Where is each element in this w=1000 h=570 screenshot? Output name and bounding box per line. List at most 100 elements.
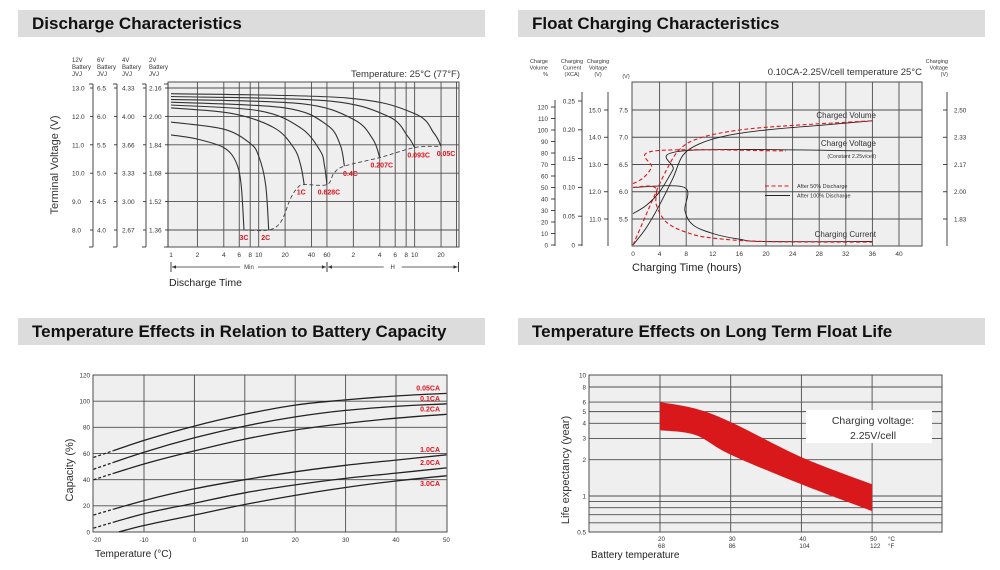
voltage-curve-100 xyxy=(632,149,873,214)
axis-header: Battery xyxy=(149,65,168,71)
y-tick-label: 0 xyxy=(544,242,548,249)
group-label-bg xyxy=(239,263,258,271)
series-label: 0.05CA xyxy=(416,385,440,392)
legend-label: After 50% Discharge xyxy=(797,184,847,190)
arrow-right-icon xyxy=(321,265,326,269)
y-tick-label: 8 xyxy=(582,384,586,391)
y-tick-label: 0.05 xyxy=(563,214,576,221)
x-group-label: Min xyxy=(244,265,254,271)
axis-header: Battery xyxy=(72,65,91,71)
curve-label-volume: Charged Volume xyxy=(816,111,876,120)
x-tick-label: 10 xyxy=(411,252,419,259)
y-tick-label: 5.5 xyxy=(97,142,106,149)
axis-header: 4V xyxy=(122,58,129,64)
y-tick-label: 110 xyxy=(538,116,549,123)
x-tick-label-celsius: 40 xyxy=(799,536,806,543)
discharge-curve-2C xyxy=(170,121,270,231)
axis-header: 2V xyxy=(149,58,156,64)
axis-header: 12V xyxy=(72,58,83,64)
series-label: 0.093C xyxy=(407,153,430,160)
y-tick-label: 120 xyxy=(79,372,90,379)
axis-header: Voltage xyxy=(589,66,607,72)
discharge-curve-0.093C xyxy=(170,95,416,148)
float-annotation: 0.10CA-2.25V/cell temperature 25°C xyxy=(768,67,922,78)
y-tick-label: 80 xyxy=(83,425,91,432)
axis-header: (V) xyxy=(622,74,630,80)
y-tick-label: 0.20 xyxy=(563,127,576,134)
capacity-curve-solid xyxy=(118,475,447,533)
x-tick-label: 40 xyxy=(895,251,903,258)
axis-header: JVJ xyxy=(149,72,159,78)
annotation-line-1: Charging voltage: xyxy=(832,415,914,427)
discharge-title: Discharge Characteristics xyxy=(32,14,242,33)
y-tick-label: 40 xyxy=(83,477,91,484)
series-label: 0.05C xyxy=(437,151,456,158)
y-tick-label: 4.5 xyxy=(97,199,106,206)
capacity-curve-1.0CA xyxy=(93,454,447,516)
y-axis-title: Capacity (%) xyxy=(64,439,76,502)
x-tick-label: 20 xyxy=(437,252,445,259)
y-tick-label: 2.67 xyxy=(122,228,135,235)
y-tick-label: 6.5 xyxy=(619,162,628,169)
axis-header: Volume xyxy=(530,66,548,72)
axis-header: Charging xyxy=(561,59,583,65)
y-axis-title: Life expectancy (year) xyxy=(560,416,572,524)
axis-header: (XCA) xyxy=(565,72,580,78)
y-tick-label: 40 xyxy=(541,196,549,203)
plot-area xyxy=(168,82,459,247)
y-tick-label: 2.17 xyxy=(954,162,967,169)
x-tick-label-fahrenheit: 122 xyxy=(870,543,881,550)
discharge-curve-1C xyxy=(170,107,305,185)
x-tick-label: 1 xyxy=(169,252,173,259)
series-label: 0.628C xyxy=(318,190,341,197)
curve-label-voltage-note: (Constant 2.25v/cell) xyxy=(827,154,876,160)
axis-header: Current xyxy=(563,66,582,72)
series-label: 2.0CA xyxy=(420,460,440,467)
y-tick-label: 6.5 xyxy=(97,86,106,93)
x-unit-fahrenheit: °F xyxy=(888,543,894,550)
float-charging-header: Float Charging Characteristics xyxy=(518,10,985,37)
y-tick-label: 8.0 xyxy=(72,228,81,235)
axis-header: JVJ xyxy=(72,72,82,78)
x-tick-label: -20 xyxy=(92,537,102,544)
series-label: 3.0CA xyxy=(420,481,440,488)
x-tick-label: 30 xyxy=(342,537,350,544)
y-tick-label: 1 xyxy=(582,493,586,500)
float-charging-title: Float Charging Characteristics xyxy=(532,14,780,33)
x-tick-label: 50 xyxy=(443,537,451,544)
y-tick-label: 11.0 xyxy=(72,142,85,149)
y-tick-label: 2.00 xyxy=(149,114,162,121)
float-life-header: Temperature Effects on Long Term Float L… xyxy=(518,318,985,345)
x-axis-title: Temperature (°C) xyxy=(95,549,172,560)
x-tick-label: 12 xyxy=(709,251,717,258)
x-tick-label: 0 xyxy=(193,537,197,544)
x-tick-label: 28 xyxy=(816,251,824,258)
plot-area xyxy=(632,82,922,246)
x-tick-label: 32 xyxy=(842,251,850,258)
x-tick-label-celsius: 20 xyxy=(658,536,665,543)
y-tick-label: 2.16 xyxy=(149,86,162,93)
volume-curve-100 xyxy=(632,120,873,246)
y-tick-label: 5.0 xyxy=(97,171,106,178)
x-tick-label-fahrenheit: 86 xyxy=(729,543,736,550)
y-tick-label: 1.84 xyxy=(149,142,162,149)
y-tick-label: 3.33 xyxy=(122,171,135,178)
axis-header: (V) xyxy=(594,72,602,78)
y-tick-label: 2.00 xyxy=(954,189,967,196)
temperature-annotation: Temperature: 25°C (77°F) xyxy=(351,69,460,80)
y-tick-label: 12.0 xyxy=(72,114,85,121)
annotation-background xyxy=(806,410,932,443)
capacity-curve-0.1CA xyxy=(93,403,447,470)
y-tick-label: 50 xyxy=(541,185,549,192)
y-tick-label: 4 xyxy=(582,421,586,428)
x-unit-celsius: °C xyxy=(888,536,895,543)
plot-border xyxy=(631,81,923,247)
x-tick-label: 8 xyxy=(248,252,252,259)
y-tick-label: 13.0 xyxy=(72,86,85,93)
axis-header: (V) xyxy=(941,72,949,78)
y-axis-title: Terminal Voltage (V) xyxy=(49,115,61,214)
series-label: 0.207C xyxy=(370,163,393,170)
y-tick-label: 5 xyxy=(582,409,586,416)
x-tick-label-fahrenheit: 104 xyxy=(799,543,810,550)
